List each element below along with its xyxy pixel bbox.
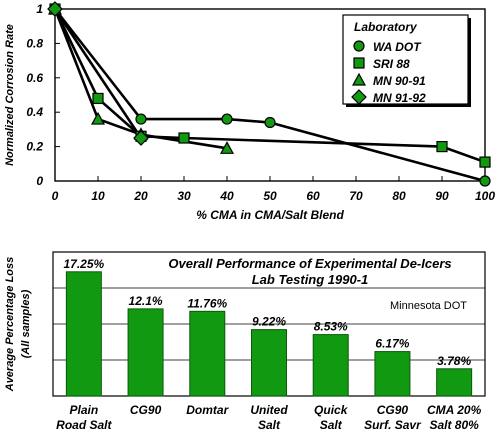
bar (436, 368, 473, 397)
point-mn-90-91 (219, 141, 235, 154)
bar-category-label: Salt (320, 418, 343, 432)
legend-marker-sri-88 (353, 57, 365, 69)
line-y-axis-label: Normalized Corrosion Rate (4, 24, 16, 166)
y-tick-label: 0.6 (26, 71, 43, 85)
line-x-ticks: 0 10 20 30 40 50 60 70 80 90 100 (52, 176, 495, 203)
point-wa-dot (135, 113, 147, 125)
point-wa-dot (479, 175, 491, 187)
line-y-ticks: 0 0.2 0.4 0.6 0.8 1 (26, 2, 60, 188)
x-tick-label: 100 (475, 189, 495, 203)
bar-category-label: Domtar (186, 403, 229, 417)
legend-title: Laboratory (354, 20, 418, 34)
bar-y-axis-label-2: (All samples) (20, 289, 32, 358)
legend-label-sri-88: SRI 88 (373, 57, 410, 71)
point-mn-91-92 (133, 130, 149, 146)
x-tick-label: 20 (133, 189, 148, 203)
bar-chart-title: Overall Performance of Experimental De-I… (168, 256, 451, 271)
bar-category-label: Plain (70, 403, 99, 417)
point-wa-dot (264, 116, 276, 129)
bar (189, 310, 226, 397)
bar-data-label: 9.22% (252, 315, 286, 329)
bar-data-labels: 17.25% 12.1% 11.76% 9.22% 8.53% 6.17% 3.78% (64, 257, 472, 368)
x-tick-label: 50 (263, 189, 277, 203)
point-sri-88 (178, 132, 190, 144)
legend-marker-mn-91-92 (351, 89, 367, 105)
bar-series (65, 271, 473, 397)
bar-category-label: Quick (314, 403, 349, 417)
y-tick-label: 0.2 (26, 140, 43, 154)
legend-marker-mn-90-91 (351, 72, 367, 86)
bar-chart-subtitle: Lab Testing 1990-1 (252, 272, 369, 287)
legend-items: WA DOT SRI 88 MN 90-91 MN 91-92 (351, 40, 426, 105)
deicer-bar-chart: 17.25% 12.1% 11.76% 9.22% 8.53% 6.17% 3.78% Pl… (4, 251, 486, 432)
bar-category-label: CG90 (130, 403, 162, 417)
bar (127, 308, 164, 397)
legend-label-wa-dot: WA DOT (373, 40, 422, 54)
point-sri-88 (479, 156, 491, 168)
point-sri-88 (92, 92, 104, 105)
point-mn-90-91 (90, 111, 106, 125)
bar-data-label: 11.76% (187, 296, 227, 310)
bar-data-label: 17.25% (64, 257, 105, 271)
bar-category-label: CMA 20% (427, 403, 482, 417)
x-tick-label: 70 (349, 189, 363, 203)
x-tick-label: 0 (52, 189, 59, 203)
bar-category-label: Road Salt (56, 418, 112, 432)
bar-chart-annotation: Minnesota DOT (390, 300, 467, 312)
legend-marker-wa-dot (353, 40, 365, 52)
bar-data-label: 12.1% (129, 294, 163, 308)
bar-data-label: 6.17% (375, 337, 409, 351)
line-legend: Laboratory WA DOT SRI 88 MN 90-91 MN 91-92 (342, 14, 471, 107)
x-tick-label: 10 (91, 189, 105, 203)
line-series-group (47, 1, 491, 187)
bar-category-label: United (250, 403, 288, 417)
bar (251, 329, 287, 397)
legend-label-mn-90-91: MN 90-91 (373, 74, 426, 88)
point-mn-91-92 (47, 1, 63, 17)
series-line-mn-91-92 (53, 8, 143, 139)
legend-label-mn-91-92: MN 91-92 (373, 91, 426, 105)
bar-category-label: Surf. Savr (364, 418, 422, 432)
x-tick-label: 80 (392, 189, 406, 203)
x-tick-label: 60 (306, 189, 320, 203)
bar (65, 271, 102, 397)
bar-data-label: 8.53% (314, 320, 348, 334)
bar (374, 351, 411, 397)
y-tick-label: 0 (36, 174, 43, 188)
x-tick-label: 40 (219, 189, 234, 203)
x-tick-label: 30 (177, 189, 191, 203)
bar-data-label: 3.78% (437, 354, 471, 368)
point-sri-88 (436, 141, 448, 153)
bar (312, 334, 349, 397)
y-tick-label: 1 (36, 2, 43, 16)
bar-category-label: Salt 80% (429, 418, 479, 432)
corrosion-line-chart: 0 0.2 0.4 0.6 0.8 1 0 10 20 30 40 50 60 70 80 90 100 No… (4, 1, 495, 222)
bar-category-label: Salt (258, 418, 281, 432)
y-tick-label: 0.8 (26, 36, 43, 50)
point-wa-dot (221, 113, 233, 125)
x-tick-label: 90 (435, 189, 449, 203)
bar-category-label: CG90 (377, 403, 409, 417)
bar-y-axis-label: Average Percentage Loss (4, 257, 16, 393)
y-tick-label: 0.4 (26, 105, 43, 119)
line-x-axis-label: % CMA in CMA/Salt Blend (196, 208, 344, 222)
